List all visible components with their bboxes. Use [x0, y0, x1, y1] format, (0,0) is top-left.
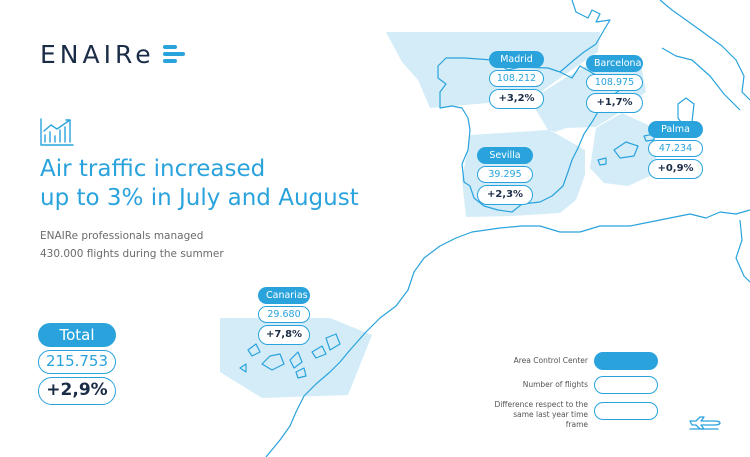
total-label: Total — [38, 323, 116, 347]
diff-canarias: +7,8% — [258, 325, 310, 345]
subtext-line-2: 430.000 flights during the summer — [40, 248, 224, 260]
line-chart-icon — [40, 118, 74, 146]
subtext-line-1: ENAIRe professionals managed — [40, 230, 204, 242]
enaire-logo: ENAIRe — [40, 39, 189, 69]
diff-sevilla: +2,3% — [477, 185, 533, 205]
legend-label-flights: Number of flights — [522, 380, 588, 389]
flights-sevilla: 39.295 — [477, 166, 533, 183]
airplane-icon — [689, 416, 721, 430]
flights-madrid: 108.212 — [489, 70, 544, 87]
legend-swatch-acc — [594, 352, 658, 370]
legend-item-acc: Area Control Center — [470, 352, 660, 374]
stat-barcelona: Barcelona 108.975 +1,7% — [586, 55, 643, 113]
region-label-sevilla: Sevilla — [477, 147, 533, 164]
subtext: ENAIRe professionals managed 430.000 fli… — [40, 227, 224, 263]
legend: Area Control Center Number of flights Di… — [470, 352, 660, 430]
stat-canarias: Canarias 29.680 +7,8% — [258, 287, 310, 345]
iberia-coastline — [437, 57, 621, 213]
europe-coastline — [559, 0, 611, 73]
stat-sevilla: Sevilla 39.295 +2,3% — [477, 147, 533, 205]
diff-barcelona: +1,7% — [586, 93, 643, 113]
headline: Air traffic increased up to 3% in July a… — [40, 155, 359, 213]
total-diff: +2,9% — [38, 377, 116, 405]
stat-palma: Palma 47.234 +0,9% — [648, 121, 703, 179]
region-label-barcelona: Barcelona — [586, 55, 643, 72]
headline-line-2: up to 3% in July and August — [40, 185, 359, 211]
north-africa-coastline — [265, 209, 750, 457]
diff-palma: +0,9% — [648, 159, 703, 179]
logo-mark-icon — [162, 44, 189, 64]
total-flights: 215.753 — [38, 350, 116, 374]
flights-canarias: 29.680 — [258, 306, 310, 323]
logo-text: ENAIRe — [40, 39, 155, 69]
acc-zone-palma — [590, 113, 658, 186]
legend-item-diff: Difference respect to the same last year… — [470, 400, 660, 429]
tunisia-coastline — [735, 219, 750, 283]
legend-swatch-flights — [594, 376, 658, 394]
stat-madrid: Madrid 108.212 +3,2% — [489, 51, 544, 109]
stat-total: Total 215.753 +2,9% — [38, 323, 116, 405]
legend-label-acc: Area Control Center — [513, 356, 588, 365]
legend-swatch-diff — [594, 402, 658, 420]
headline-line-1: Air traffic increased — [40, 156, 266, 182]
region-label-madrid: Madrid — [489, 51, 544, 68]
legend-item-flights: Number of flights — [470, 376, 660, 398]
canary-islands — [239, 333, 341, 379]
region-label-palma: Palma — [648, 121, 703, 138]
italy-coastline — [659, 0, 750, 111]
diff-madrid: +3,2% — [489, 89, 544, 109]
region-label-canarias: Canarias — [258, 287, 310, 304]
flights-barcelona: 108.975 — [586, 74, 643, 91]
flights-palma: 47.234 — [648, 140, 703, 157]
legend-label-diff: Difference respect to the same last year… — [494, 400, 588, 429]
